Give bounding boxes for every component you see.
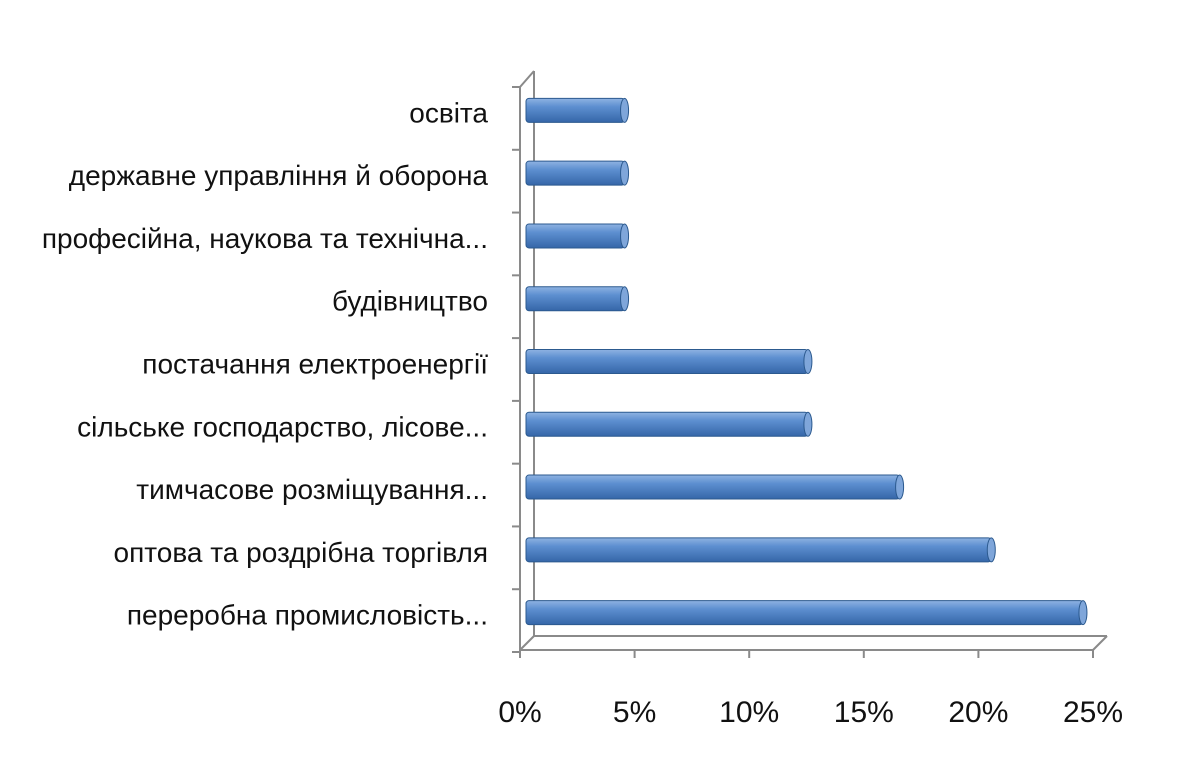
category-label: тимчасове розміщування... xyxy=(136,474,488,505)
bar xyxy=(525,600,1088,626)
category-label: державне управління й оборона xyxy=(69,160,489,191)
category-label: переробна промисловість... xyxy=(127,600,488,631)
bar-end-cap xyxy=(895,474,905,500)
x-tick-label: 5% xyxy=(613,696,656,729)
bar-body xyxy=(525,600,1084,626)
bar-end-cap xyxy=(620,286,630,312)
bar-end-cap xyxy=(1078,600,1088,626)
bar xyxy=(525,349,813,374)
bar-end-cap xyxy=(620,160,630,186)
x-tick-label: 20% xyxy=(948,696,1008,729)
category-label: будівництво xyxy=(332,286,488,317)
x-tick-label: 0% xyxy=(498,696,541,729)
bar xyxy=(525,537,996,563)
bar-end-cap xyxy=(620,97,630,123)
bar xyxy=(525,223,630,249)
bar-body xyxy=(525,537,992,563)
bar-body xyxy=(525,411,809,437)
x-tick-labels: 0% 5% 10% 15% 20% 25% xyxy=(498,696,1123,729)
bar-body xyxy=(525,349,809,374)
bars-group xyxy=(525,97,1088,626)
bar xyxy=(525,160,630,186)
category-label: оптова та роздрібна торгівля xyxy=(114,537,488,568)
floor-right-edge xyxy=(1092,635,1108,651)
category-label: професійна, наукова та технічна... xyxy=(42,223,488,254)
bar-body xyxy=(525,474,901,500)
y-axis-top-connector xyxy=(519,70,535,88)
category-label: сільське господарство, лісове... xyxy=(77,411,488,442)
bar-end-cap xyxy=(620,223,630,249)
x-tick-label: 25% xyxy=(1063,696,1123,729)
x-tick-label: 10% xyxy=(719,696,779,729)
category-label: освіта xyxy=(409,97,488,128)
bar-end-cap xyxy=(986,537,996,563)
bar-end-cap xyxy=(803,349,813,374)
bar-body xyxy=(525,223,626,249)
bar xyxy=(525,286,630,312)
bar-body xyxy=(525,160,626,186)
bar-body xyxy=(525,97,626,123)
floor-left-edge xyxy=(519,635,535,651)
bar-end-cap xyxy=(803,411,813,437)
x-tick-label: 15% xyxy=(834,696,894,729)
category-label: постачання електроенергії xyxy=(142,349,488,380)
bar xyxy=(525,411,813,437)
bar-body xyxy=(525,286,626,312)
bar xyxy=(525,474,905,500)
bar xyxy=(525,97,630,123)
category-labels: освіта державне управління й оборона профе… xyxy=(42,97,489,630)
